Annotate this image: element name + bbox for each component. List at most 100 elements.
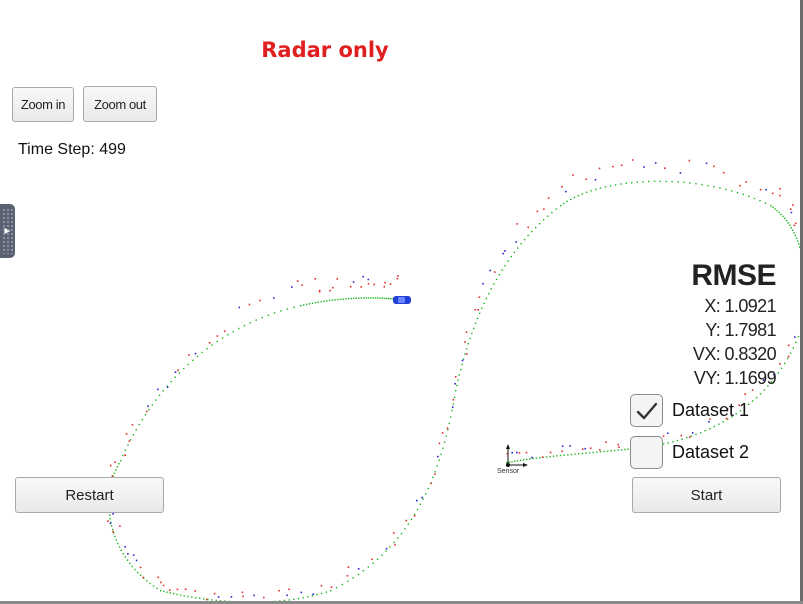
zoom-in-button[interactable]: Zoom in: [12, 87, 74, 122]
ground-truth-point: [460, 369, 462, 371]
ground-truth-point: [425, 493, 427, 495]
ground-truth-point: [735, 413, 737, 415]
start-button[interactable]: Start: [632, 477, 781, 513]
ground-truth-point: [542, 219, 545, 221]
ground-truth-point: [776, 209, 778, 212]
ground-truth-point: [526, 458, 528, 461]
ground-truth-point: [551, 211, 553, 214]
measurement-point: [430, 482, 433, 485]
measurement-point: [300, 591, 303, 594]
ground-truth-point: [795, 341, 797, 343]
window-edge-right: [800, 0, 803, 604]
ground-truth-point: [379, 297, 381, 299]
ground-truth-point: [782, 215, 784, 218]
ground-truth-point: [331, 299, 334, 301]
ground-truth-point: [174, 376, 176, 378]
measurement-point: [124, 546, 126, 548]
ground-truth-point: [450, 416, 452, 418]
dataset-2-option[interactable]: Dataset 2: [630, 436, 749, 469]
restart-button[interactable]: Restart: [15, 477, 164, 513]
ground-truth-point: [559, 454, 562, 457]
measurement-point: [213, 592, 216, 595]
ground-truth-point: [383, 297, 386, 299]
ground-truth-point: [469, 337, 471, 340]
ground-truth-point: [490, 288, 492, 290]
measurement-point: [561, 185, 563, 188]
ground-truth-point: [676, 439, 679, 442]
measurement-point: [536, 210, 539, 213]
measurement-point: [664, 167, 666, 169]
measurement-point: [132, 554, 135, 556]
ground-truth-point: [677, 181, 679, 183]
ground-truth-point: [567, 454, 569, 456]
measurement-point: [441, 432, 444, 434]
ground-truth-point: [578, 453, 580, 455]
ground-truth-point: [787, 222, 789, 224]
ground-truth-point: [461, 363, 463, 366]
dataset-2-checkbox[interactable]: [630, 436, 663, 469]
ground-truth-point: [416, 508, 419, 511]
ground-truth-point: [138, 423, 140, 426]
ground-truth-point: [574, 453, 576, 455]
measurement-point: [176, 588, 179, 591]
ground-truth-point: [457, 379, 459, 381]
measurement-point: [383, 285, 386, 288]
zoom-out-button[interactable]: Zoom out: [83, 86, 157, 122]
ground-truth-point: [169, 592, 171, 594]
ground-truth-point: [183, 367, 185, 370]
measurement-markers: [103, 159, 797, 601]
ground-truth-point: [195, 597, 197, 599]
ground-truth-point: [326, 300, 328, 302]
ground-truth-point: [120, 460, 122, 462]
side-panel-toggle[interactable]: ▶: [0, 204, 15, 258]
ground-truth-point: [662, 443, 665, 445]
ground-truth-point: [498, 274, 500, 276]
measurement-point: [722, 171, 725, 174]
ground-truth-point: [337, 298, 339, 301]
ground-truth-point: [774, 208, 776, 210]
ground-truth-point: [300, 305, 302, 307]
ground-truth-point: [752, 400, 754, 402]
ground-truth-point: [648, 180, 650, 183]
ground-truth-point: [707, 184, 709, 187]
ground-truth-point: [789, 224, 791, 226]
measurement-point: [725, 417, 728, 420]
ground-truth-point: [726, 418, 729, 420]
ground-truth-point: [323, 300, 325, 302]
dataset-1-checkbox[interactable]: [630, 394, 663, 427]
ground-truth-point: [314, 302, 317, 304]
ground-truth-point: [672, 441, 674, 443]
ground-truth-point: [795, 237, 798, 239]
ground-truth-point: [556, 455, 558, 457]
measurement-point: [286, 594, 288, 597]
ground-truth-point: [397, 537, 399, 539]
ground-truth-point: [483, 302, 485, 305]
measurement-point: [691, 432, 694, 434]
measurement-point: [352, 281, 355, 283]
ground-truth-point: [355, 297, 357, 299]
measurement-point: [332, 286, 334, 289]
ground-truth-point: [563, 202, 565, 205]
start-label: Start: [690, 486, 723, 504]
measurement-point: [318, 289, 321, 292]
dataset-1-option[interactable]: Dataset 1: [630, 394, 749, 427]
ground-truth-point: [390, 298, 392, 300]
measurement-point: [438, 442, 441, 445]
measurement-point: [464, 341, 466, 343]
measurement-point: [109, 464, 112, 467]
measurement-point: [177, 369, 179, 372]
measurement-point: [124, 454, 126, 456]
rmse-y: Y: 1.7981: [705, 320, 776, 340]
ground-truth-point: [529, 458, 531, 460]
measurement-point: [174, 371, 177, 373]
measurement-point: [662, 435, 665, 438]
ground-truth-point: [743, 407, 746, 409]
ground-truth-point: [511, 461, 513, 463]
ground-truth-point: [129, 439, 132, 441]
ground-truth-point: [122, 553, 124, 555]
measurement-point: [561, 445, 564, 447]
measurement-point: [393, 532, 395, 534]
measurement-point: [759, 188, 762, 191]
measurement-point: [779, 363, 781, 365]
